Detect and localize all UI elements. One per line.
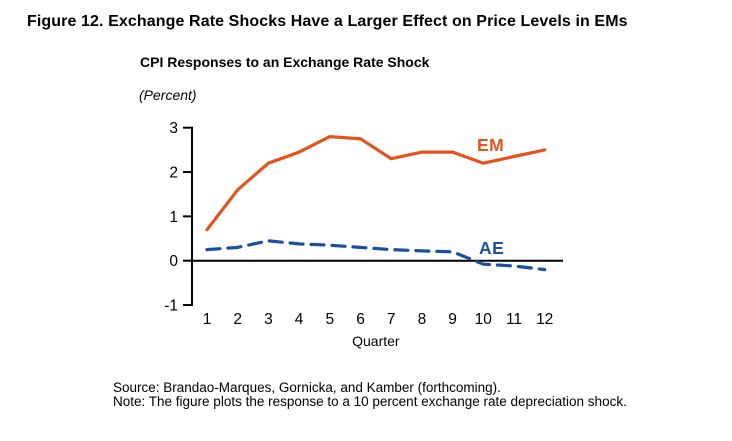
chart-title: CPI Responses to an Exchange Rate Shock [140,54,430,70]
source-text: Source: Brandao-Marques, Gornicka, and K… [113,380,501,395]
y-tick-label: 0 [169,253,178,270]
y-tick-label: 3 [169,120,178,137]
x-tick-label: 2 [233,311,242,328]
x-tick-label: 5 [325,311,334,328]
unit-label: (Percent) [139,87,197,103]
ae-series-label: AE [479,238,504,258]
x-tick-label: 9 [448,311,457,328]
x-tick-label: 4 [295,311,304,328]
x-tick-label: 12 [536,311,553,328]
y-tick-label: 1 [169,209,178,226]
x-tick-label: 3 [264,311,273,328]
note-text: Note: The figure plots the response to a… [113,394,627,409]
x-tick-label: 1 [203,311,212,328]
x-axis-title: Quarter [352,333,400,349]
figure-title: Figure 12. Exchange Rate Shocks Have a L… [27,13,628,30]
x-tick-label: 7 [387,311,396,328]
x-tick-label: 8 [418,311,427,328]
x-tick-label: 11 [506,311,522,328]
ae-series-line [205,239,547,272]
em-series-label: EM [477,135,504,155]
y-tick-label: -1 [164,298,178,315]
x-tick-label: 10 [475,311,493,328]
x-tick-label: 6 [356,311,365,328]
y-tick-label: 2 [169,165,178,182]
em-series-line [205,134,547,232]
